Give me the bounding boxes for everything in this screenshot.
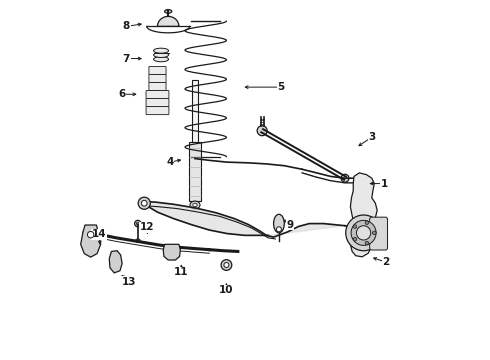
- Ellipse shape: [257, 126, 267, 136]
- FancyBboxPatch shape: [369, 217, 388, 250]
- Ellipse shape: [88, 231, 94, 238]
- Ellipse shape: [341, 174, 349, 182]
- Ellipse shape: [138, 197, 150, 209]
- Ellipse shape: [135, 239, 140, 243]
- Ellipse shape: [153, 53, 169, 58]
- Ellipse shape: [372, 231, 376, 235]
- Ellipse shape: [153, 57, 169, 62]
- Polygon shape: [163, 244, 180, 260]
- Text: 6: 6: [118, 89, 125, 99]
- Ellipse shape: [142, 201, 147, 206]
- Ellipse shape: [276, 227, 281, 232]
- Text: 2: 2: [383, 257, 390, 267]
- Ellipse shape: [365, 221, 368, 225]
- Text: 3: 3: [368, 132, 375, 142]
- Polygon shape: [109, 251, 122, 273]
- Polygon shape: [81, 225, 100, 257]
- FancyBboxPatch shape: [146, 99, 169, 107]
- Ellipse shape: [190, 201, 200, 209]
- Ellipse shape: [356, 226, 371, 240]
- Ellipse shape: [193, 203, 197, 207]
- Ellipse shape: [365, 241, 368, 245]
- Ellipse shape: [136, 222, 139, 225]
- Polygon shape: [350, 173, 377, 257]
- FancyBboxPatch shape: [192, 80, 198, 144]
- Text: 5: 5: [277, 82, 284, 92]
- Ellipse shape: [273, 214, 284, 233]
- Text: 10: 10: [219, 285, 234, 295]
- Ellipse shape: [353, 237, 357, 241]
- Text: 7: 7: [122, 54, 130, 64]
- FancyBboxPatch shape: [189, 143, 201, 202]
- Text: 13: 13: [122, 277, 136, 287]
- Polygon shape: [157, 17, 179, 26]
- Ellipse shape: [224, 262, 229, 267]
- Text: 11: 11: [174, 267, 189, 277]
- Ellipse shape: [351, 220, 376, 246]
- Ellipse shape: [135, 220, 141, 227]
- Text: 8: 8: [123, 21, 130, 31]
- Text: 9: 9: [286, 220, 293, 230]
- Ellipse shape: [353, 225, 357, 228]
- Ellipse shape: [221, 260, 232, 270]
- Ellipse shape: [165, 10, 172, 13]
- Text: 1: 1: [381, 179, 388, 189]
- Polygon shape: [143, 202, 345, 237]
- FancyBboxPatch shape: [146, 107, 169, 114]
- FancyBboxPatch shape: [149, 67, 166, 75]
- Text: 12: 12: [140, 222, 154, 232]
- Ellipse shape: [346, 215, 381, 251]
- Ellipse shape: [153, 48, 169, 53]
- Text: 14: 14: [92, 229, 106, 239]
- FancyBboxPatch shape: [149, 82, 166, 90]
- Text: 4: 4: [166, 157, 173, 167]
- FancyBboxPatch shape: [146, 90, 169, 99]
- FancyBboxPatch shape: [149, 75, 166, 82]
